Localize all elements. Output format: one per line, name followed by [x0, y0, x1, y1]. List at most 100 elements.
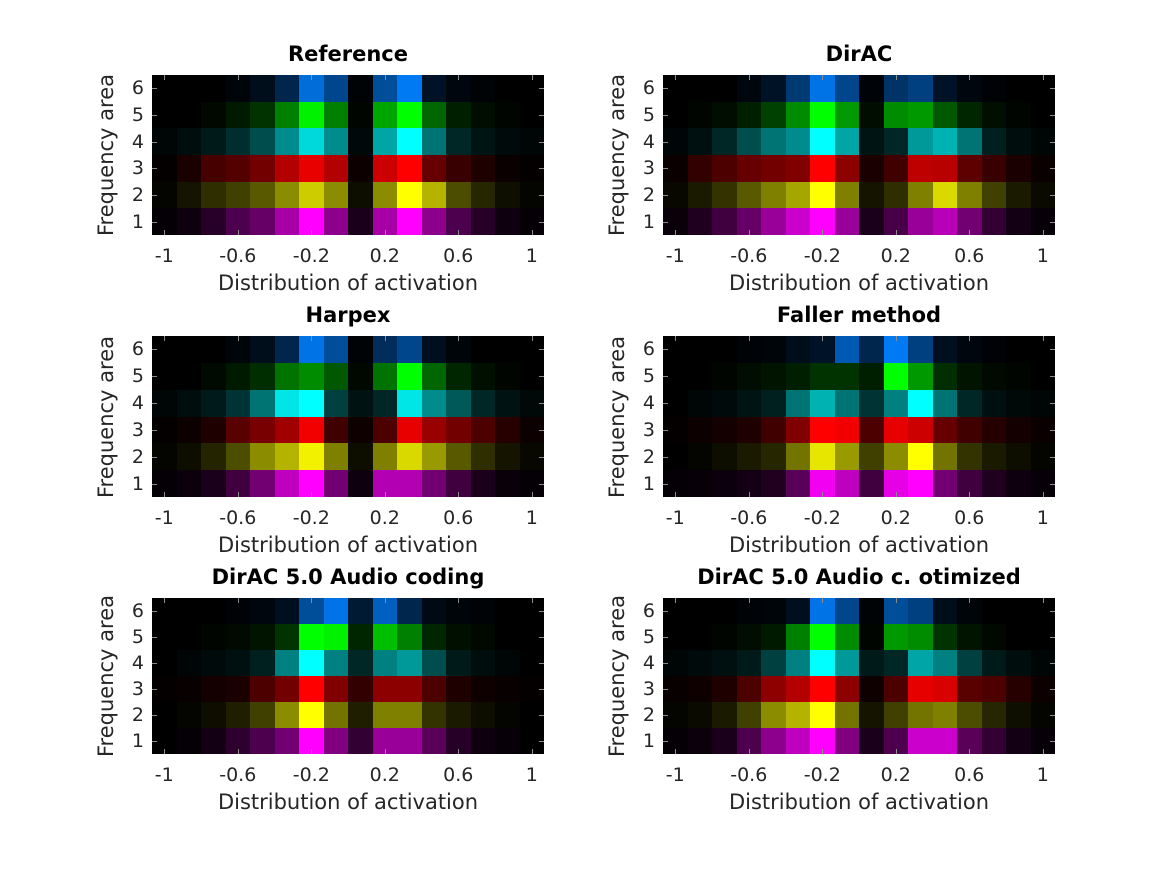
heatmap-cell [687, 650, 712, 676]
heatmap-cell [323, 443, 348, 471]
heatmap-cell [372, 676, 397, 702]
heatmap-cell [883, 650, 908, 676]
heatmap-cell [274, 362, 299, 390]
tick-mark [539, 456, 544, 458]
tick-mark [1050, 403, 1055, 405]
heatmap-cell [299, 624, 324, 650]
heatmap-cell [908, 389, 933, 417]
heatmap-cell [834, 336, 859, 363]
heatmap-cell [446, 389, 471, 417]
tick-mark [152, 349, 157, 351]
heatmap-cell [274, 443, 299, 471]
heatmap-cell [761, 470, 786, 497]
heatmap-cell [176, 624, 201, 650]
tick-mark [237, 492, 239, 497]
y-tick-labels: 6 5 4 3 2 1 [92, 75, 144, 235]
heatmap-cell [712, 181, 737, 209]
heatmap-cell [908, 128, 933, 155]
x-tick-label: 1 [525, 507, 538, 529]
tick-mark [531, 598, 533, 603]
heatmap-cell [859, 676, 884, 702]
heatmap-cell [299, 154, 324, 182]
heatmap-cell [1030, 362, 1055, 390]
y-tick-label: 4 [131, 130, 144, 153]
y-tick-labels: 6 5 4 3 2 1 [603, 598, 655, 754]
heatmap-cell [834, 650, 859, 676]
y-tick-label: 3 [131, 678, 144, 700]
heatmap-cell [883, 128, 908, 155]
heatmap-cell [201, 181, 226, 209]
heatmap-cell [932, 728, 957, 754]
tick-mark [384, 598, 386, 603]
heatmap-cell [495, 181, 520, 209]
heatmap-cell [712, 416, 737, 444]
y-tick-label: 6 [642, 600, 655, 622]
heatmap-cell [1006, 208, 1031, 235]
heatmap-cell [225, 181, 250, 209]
heatmap-cell [274, 728, 299, 754]
y-tick-label: 5 [642, 626, 655, 648]
heatmap-cell [981, 101, 1006, 129]
x-tick-label: -0.2 [292, 245, 330, 267]
tick-mark [748, 75, 750, 80]
heatmap-cell [519, 443, 544, 471]
tick-mark [748, 492, 750, 497]
tick-mark [663, 88, 668, 90]
heatmap-cell [859, 154, 884, 182]
tick-mark [663, 168, 668, 170]
heatmap-cell [348, 676, 373, 702]
heatmap-cell [687, 101, 712, 129]
heatmap-cell [908, 362, 933, 390]
heatmap-cell [421, 181, 446, 209]
tick-mark [1050, 195, 1055, 196]
heatmap-cell [1006, 598, 1031, 624]
heatmap-cell [834, 362, 859, 390]
tick-mark [663, 663, 668, 664]
y-tick-labels: 6 5 4 3 2 1 [603, 336, 655, 497]
heatmap-cell [495, 443, 520, 471]
heatmap-cell [957, 624, 982, 650]
y-tick-label: 3 [642, 678, 655, 700]
subplot-title: Faller method [776, 303, 942, 327]
heatmap-cell [397, 470, 422, 497]
tick-mark [969, 75, 971, 80]
heatmap-cell [1006, 624, 1031, 650]
heatmap-cell [176, 181, 201, 209]
heatmap-cell [495, 676, 520, 702]
tick-mark [1050, 637, 1055, 638]
tick-mark [663, 715, 668, 716]
tick-mark [895, 230, 897, 235]
x-tick-label: -0.2 [803, 245, 841, 267]
heatmap-cell [397, 75, 422, 102]
heatmap-cell [1030, 154, 1055, 182]
heatmap-cell [225, 101, 250, 129]
heatmap-cell [348, 728, 373, 754]
heatmap-cell [323, 336, 348, 363]
heatmap-cell [201, 389, 226, 417]
tick-mark [539, 483, 544, 485]
heatmap-cell [1006, 443, 1031, 471]
heatmap-cell [712, 624, 737, 650]
heatmap-cell [736, 676, 761, 702]
heatmap-cell [932, 470, 957, 497]
heatmap-cell [834, 154, 859, 182]
heatmap-cell [225, 676, 250, 702]
heatmap-cell [932, 650, 957, 676]
heatmap-cell [348, 443, 373, 471]
y-tick-label: 4 [642, 652, 655, 674]
tick-mark [895, 598, 897, 603]
heatmap-cell [687, 598, 712, 624]
heatmap-cell [495, 470, 520, 497]
heatmap-cell [250, 702, 275, 728]
heatmap-cell [201, 443, 226, 471]
heatmap-cell [932, 702, 957, 728]
heatmap-cell [883, 416, 908, 444]
heatmap-cell [176, 470, 201, 497]
tick-mark [1042, 749, 1044, 754]
heatmap-cell [834, 128, 859, 155]
heatmap-cell [446, 702, 471, 728]
heatmap-cell [397, 181, 422, 209]
heatmap-cell [274, 208, 299, 235]
tick-mark [822, 336, 824, 341]
